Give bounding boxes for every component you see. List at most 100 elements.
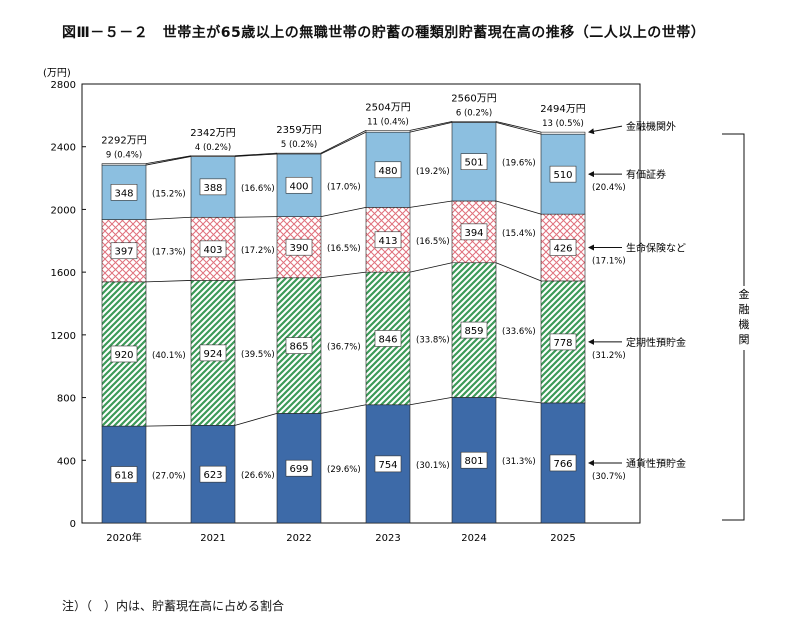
share-label: (33.8%) — [416, 335, 450, 345]
connector-line — [495, 397, 542, 404]
outside-value-label: 9 (0.4%) — [106, 151, 142, 161]
value-label: 394 — [464, 228, 483, 239]
bar-segment — [451, 121, 497, 123]
value-label: 924 — [203, 349, 222, 360]
bar-segment — [276, 152, 322, 155]
connector-line — [234, 152, 278, 157]
value-label: 801 — [464, 456, 483, 467]
share-label: (31.3%) — [502, 457, 536, 467]
value-label: 754 — [378, 460, 397, 471]
connector-line — [409, 262, 453, 273]
share-label: (16.5%) — [327, 244, 361, 254]
bracket-label-char: 金 — [739, 287, 750, 301]
connector-line — [495, 121, 542, 133]
legend-label: 定期性預貯金 — [626, 336, 686, 349]
y-tick-label: 0 — [70, 519, 76, 530]
total-label: 2560万円 — [451, 93, 496, 104]
bar-segment — [540, 131, 586, 135]
value-label-box — [460, 153, 488, 170]
bracket-label-char: 融 — [739, 303, 750, 316]
outside-value-label: 6 (0.2%) — [456, 108, 492, 118]
share-label: (30.7%) — [592, 472, 626, 482]
total-label: 2359万円 — [276, 125, 321, 136]
share-label: (16.6%) — [241, 184, 275, 194]
value-label: 403 — [203, 245, 222, 256]
y-tick-label: 2400 — [51, 143, 76, 154]
connector-line — [320, 131, 367, 155]
connector-line — [234, 277, 278, 281]
connector-line — [234, 153, 278, 157]
share-label: (27.0%) — [152, 472, 186, 482]
share-label: (30.1%) — [416, 461, 450, 471]
value-label-box — [549, 454, 577, 472]
outside-value-label: 11 (0.4%) — [367, 117, 409, 127]
connector-line — [320, 130, 367, 154]
share-label: (17.0%) — [327, 182, 361, 192]
value-label: 501 — [464, 158, 483, 169]
value-label-box — [110, 184, 138, 201]
y-tick-label: 2000 — [51, 205, 76, 216]
connector-line — [320, 404, 367, 414]
connector-line — [145, 280, 192, 283]
value-label: 618 — [114, 471, 133, 482]
connector-line — [145, 156, 192, 166]
share-label: (20.4%) — [592, 183, 626, 193]
share-label: (40.1%) — [152, 351, 186, 361]
value-label-box — [374, 330, 402, 347]
y-tick-label: 1200 — [51, 331, 76, 342]
value-label: 397 — [114, 247, 133, 258]
connector-line — [145, 424, 192, 427]
value-label: 859 — [464, 326, 483, 337]
chart-title: 図Ⅲ－５－２ 世帯主が65歳以上の無職世帯の貯蓄の種類別貯蓄現在高の推移（二人以… — [62, 25, 706, 41]
outside-value-label: 13 (0.5%) — [542, 119, 584, 129]
value-label: 390 — [289, 243, 308, 254]
legend-arrow — [588, 125, 623, 135]
value-label: 480 — [378, 166, 397, 177]
value-label: 388 — [203, 183, 222, 194]
value-label-box — [110, 242, 138, 260]
value-label: 778 — [553, 338, 572, 349]
connector-line — [495, 200, 542, 215]
y-tick-label: 800 — [57, 394, 76, 405]
value-label-box — [199, 344, 227, 362]
bracket-label-char: 関 — [739, 333, 750, 346]
x-tick-label: 2024 — [461, 533, 486, 544]
value-label-box — [285, 238, 313, 256]
plot-frame — [81, 83, 641, 524]
value-label-box — [460, 321, 488, 339]
connector-line — [320, 271, 367, 279]
x-tick-label: 2022 — [286, 533, 311, 544]
total-label: 2342万円 — [190, 128, 235, 139]
footnote: 注）（ ）内は、貯蓄現在高に占める割合 — [62, 599, 285, 613]
value-label: 865 — [289, 342, 308, 353]
share-label: (36.7%) — [327, 343, 361, 353]
y-tick-label: 2800 — [51, 80, 76, 91]
value-label: 766 — [553, 459, 572, 470]
value-label-box — [199, 240, 227, 258]
share-label: (17.2%) — [241, 246, 275, 256]
connector-line — [409, 397, 453, 406]
value-label-box — [199, 465, 227, 483]
bracket-label-background — [736, 286, 752, 350]
share-label: (16.5%) — [416, 237, 450, 247]
value-label: 413 — [378, 236, 397, 247]
legend-label: 金融機関外 — [626, 120, 676, 133]
total-label: 2494万円 — [540, 104, 585, 115]
legend-label: 生命保険など — [626, 242, 686, 255]
value-label: 920 — [114, 350, 133, 361]
connector-line — [409, 121, 453, 131]
share-label: (26.6%) — [241, 471, 275, 481]
share-label: (15.4%) — [502, 229, 536, 239]
connector-line — [409, 200, 453, 208]
value-label: 426 — [553, 244, 572, 255]
share-label: (17.1%) — [592, 257, 626, 267]
legend-label: 有価証券 — [626, 168, 666, 181]
x-tick-label: 2025 — [550, 533, 575, 544]
value-label: 348 — [114, 188, 133, 199]
legend-label: 通貨性預貯金 — [626, 457, 686, 470]
value-label-box — [374, 231, 402, 249]
value-label-box — [374, 161, 402, 179]
value-label-box — [460, 223, 488, 241]
share-label: (19.2%) — [416, 167, 450, 177]
